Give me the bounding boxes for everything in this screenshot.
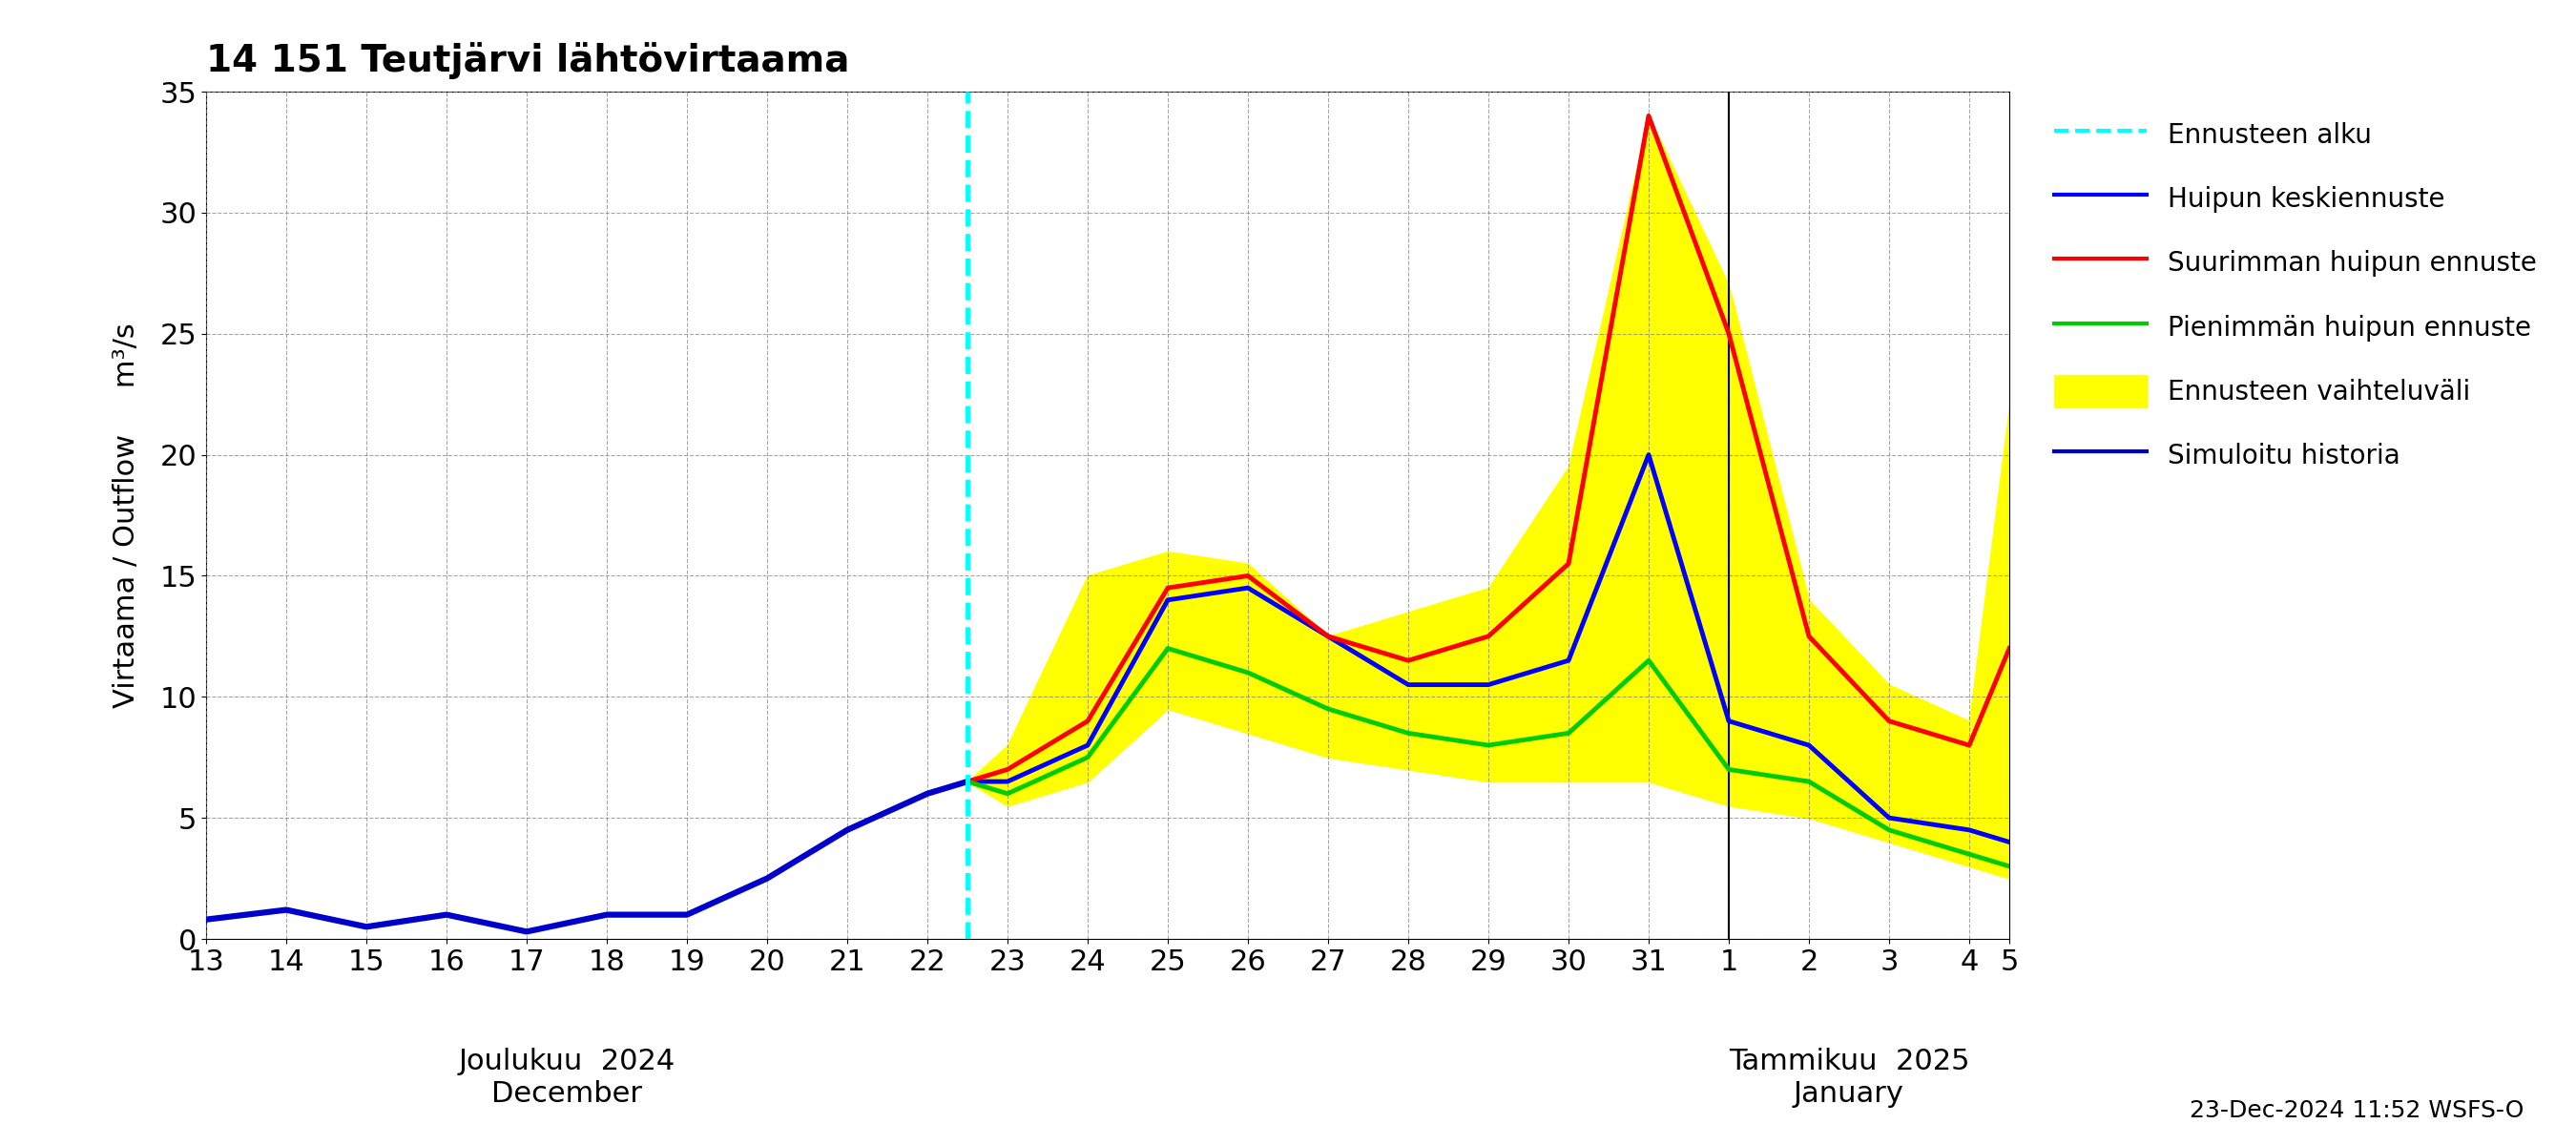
Legend: Ennusteen alku, Huipun keskiennuste, Suurimman huipun ennuste, Pienimmän huipun : Ennusteen alku, Huipun keskiennuste, Suu… (2040, 105, 2550, 484)
Text: 14 151 Teutjärvi lähtövirtaama: 14 151 Teutjärvi lähtövirtaama (206, 42, 850, 79)
Text: Tammikuu  2025
January: Tammikuu 2025 January (1728, 1048, 1971, 1107)
Text: Joulukuu  2024
December: Joulukuu 2024 December (459, 1048, 675, 1107)
Y-axis label: Virtaama / Outflow     m³/s: Virtaama / Outflow m³/s (113, 323, 139, 708)
Text: 23-Dec-2024 11:52 WSFS-O: 23-Dec-2024 11:52 WSFS-O (2190, 1099, 2524, 1122)
